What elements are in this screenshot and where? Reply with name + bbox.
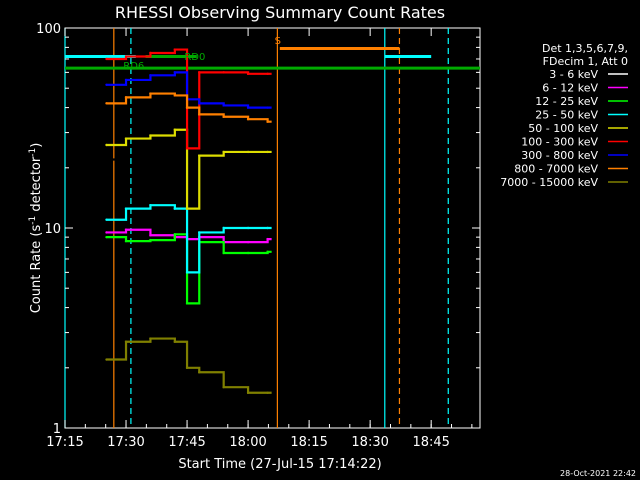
series-7-line [106,92,272,123]
axes-layer: 17:15 17:30 17:45 18:00 18:15 18:30 18:45 1 10 10… [36,22,480,450]
annotation-rd6: RD6 [123,61,144,72]
series-8-line [106,337,272,394]
series-4 [105,128,272,210]
series-2-line [106,233,272,305]
series-2 [105,233,272,305]
legend-label-6: 300 - 800 keV [521,149,598,162]
y-axis-label: Count Rate (s-1 detector-1) [28,143,44,314]
legend: Det 1,3,5,6,7,9,FDecim 1, Att 03 - 6 keV… [500,42,628,189]
x-axis-label: Start Time (27-Jul-15 17:14:22) [178,457,381,472]
legend-header-1: FDecim 1, Att 0 [543,55,628,68]
x-tick-label-6: 18:45 [412,435,449,450]
legend-label-7: 800 - 7000 keV [514,163,598,176]
legend-label-2: 12 - 25 keV [535,95,598,108]
footer-timestamp: 28-Oct-2021 22:42 [560,469,636,478]
legend-header-0: Det 1,3,5,6,7,9, [542,42,628,55]
series-7 [105,92,272,123]
y-axis-label-end: ) [29,143,44,148]
x-tick-label-5: 18:30 [351,435,388,450]
legend-label-4: 50 - 100 keV [528,122,598,135]
series-6 [105,71,272,109]
y-axis-label-main: Count Rate (s [29,225,44,314]
y-tick-label-2: 100 [36,22,61,37]
y-axis-label-sup: -1 [28,216,38,225]
x-tick-label-2: 17:45 [168,435,205,450]
legend-label-1: 6 - 12 keV [542,82,598,95]
y-axis-label-sup2: -1 [28,148,38,157]
y-axis-label-rest: detector [29,156,44,216]
x-tick-label-4: 18:15 [290,435,327,450]
series-8 [105,337,272,394]
annotation-rd0: RD0 [184,52,205,63]
legend-label-5: 100 - 300 keV [521,136,598,149]
series-4-line [106,128,272,210]
series-3-line [106,204,272,274]
plot-border [64,27,481,429]
plot-frame [64,27,481,429]
legend-label-3: 25 - 50 keV [535,109,598,122]
y-tick-label-0: 1 [53,422,61,437]
x-tick-label-3: 18:00 [229,435,266,450]
x-tick-label-0: 17:15 [46,435,83,450]
series-layer: S RD0 RD6 [64,28,480,428]
legend-label-0: 3 - 6 keV [549,68,598,81]
y-tick-label-1: 10 [44,222,61,237]
chart-title: RHESSI Observing Summary Count Rates [115,3,445,22]
series-3 [105,204,272,274]
legend-label-8: 7000 - 15000 keV [500,176,598,189]
x-tick-label-1: 17:30 [107,435,144,450]
annotation-s: S [275,36,281,47]
